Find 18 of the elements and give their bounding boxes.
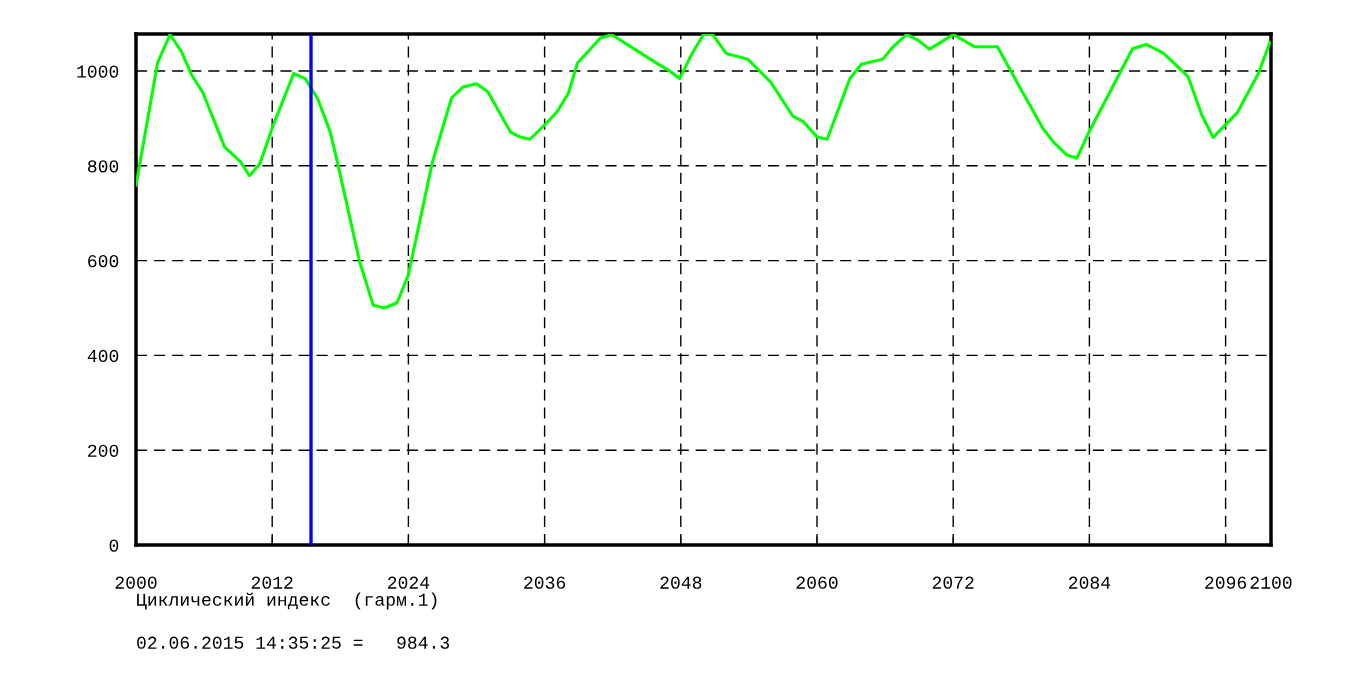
- x-tick-label: 2000: [115, 576, 157, 589]
- x-tick-label: 2072: [932, 576, 974, 589]
- y-tick-label: 200: [88, 444, 119, 457]
- y-tick-label: 0: [109, 539, 119, 552]
- x-axis-title: Циклический индекс (гарм.1): [137, 592, 437, 610]
- x-tick-label: 2084: [1069, 576, 1111, 589]
- x-tick-label: 2100: [1250, 576, 1292, 589]
- y-tick-label: 400: [87, 349, 119, 363]
- x-tick-label: 2060: [796, 576, 838, 589]
- y-tick-label: 1000: [77, 65, 119, 78]
- x-tick-label: 2012: [251, 576, 293, 589]
- y-tick-label: 600: [88, 255, 119, 268]
- x-tick-label: 2048: [660, 576, 702, 589]
- y-tick-label: 800: [88, 160, 119, 173]
- x-tick-label: 2096: [1205, 576, 1247, 589]
- text: 02.06.2015 14:35:25 = 984.3: [137, 636, 450, 649]
- x-tick-label: 2024: [388, 576, 430, 589]
- x-tick-label: 2036: [524, 576, 566, 589]
